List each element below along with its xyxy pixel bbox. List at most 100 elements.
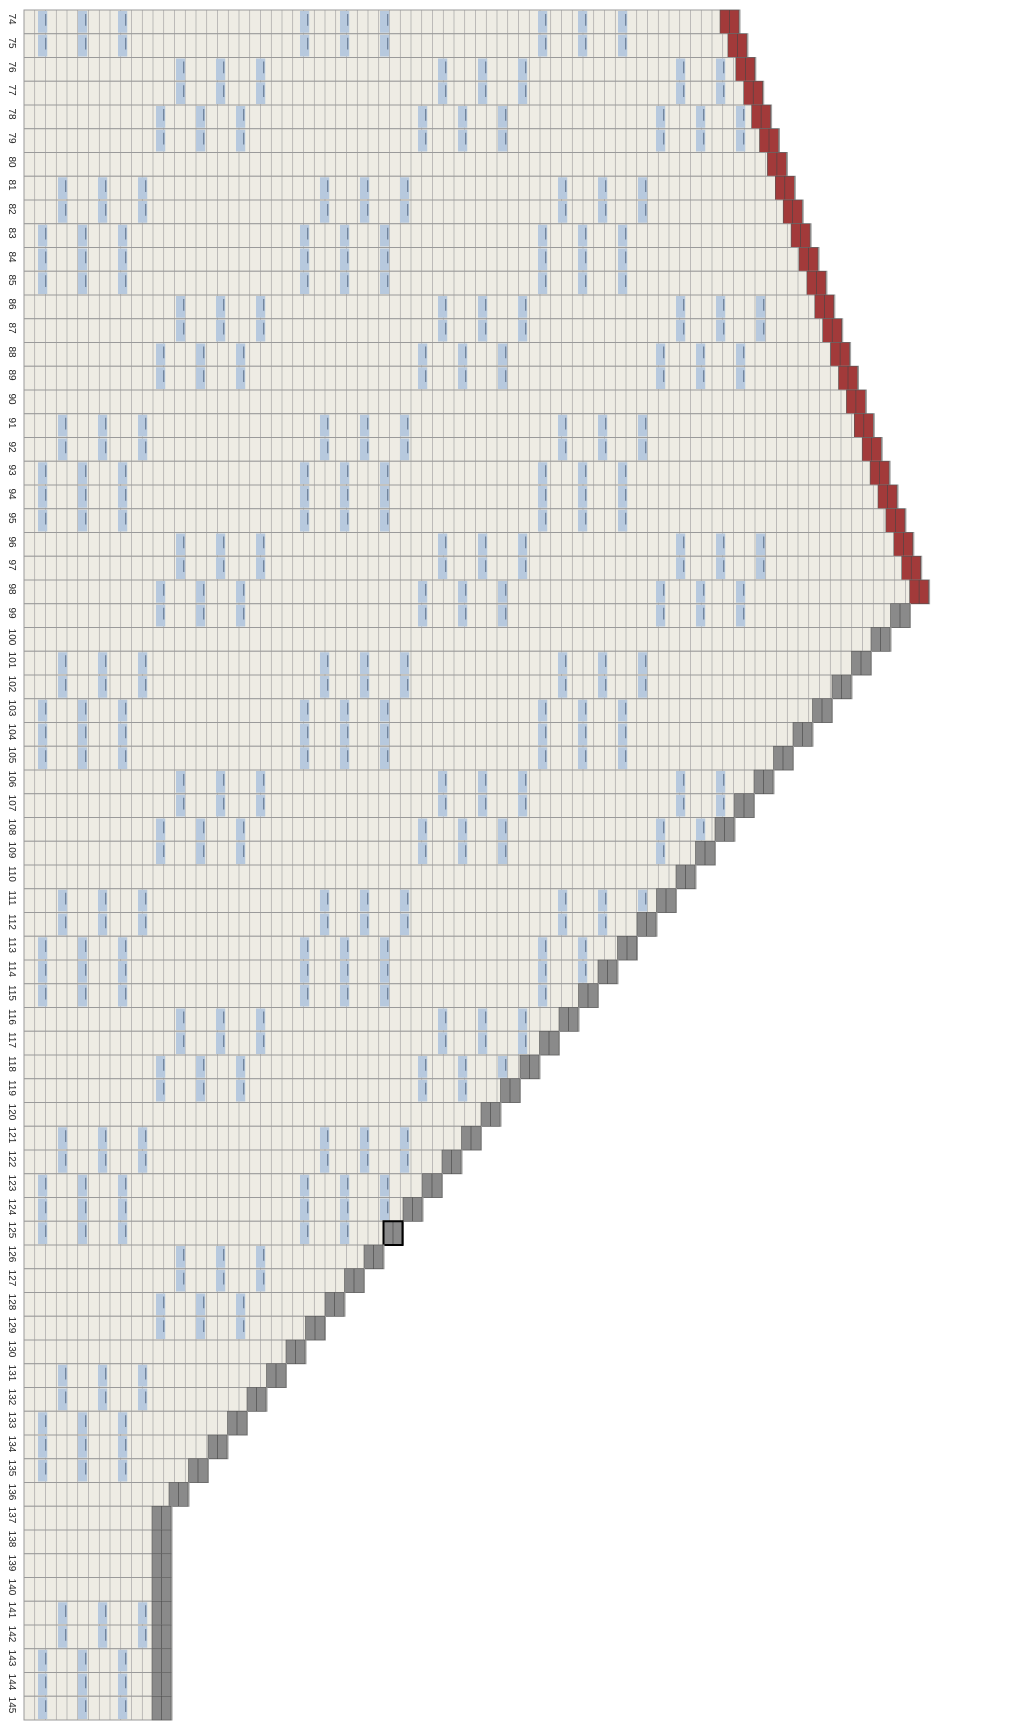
pattern-float[interactable] — [118, 1174, 128, 1197]
pattern-float[interactable] — [360, 1127, 370, 1149]
pattern-float[interactable] — [118, 34, 128, 57]
pattern-float[interactable] — [418, 367, 428, 389]
pattern-float[interactable] — [216, 82, 226, 104]
pattern-float[interactable] — [578, 486, 588, 508]
pattern-float[interactable] — [380, 248, 390, 271]
grid-row-108[interactable] — [23, 817, 736, 842]
grid-row-99[interactable] — [23, 603, 911, 628]
pattern-float[interactable] — [656, 842, 666, 864]
pattern-float[interactable] — [156, 106, 166, 128]
pattern-float[interactable] — [58, 1626, 68, 1648]
pattern-float[interactable] — [58, 676, 68, 698]
pattern-float[interactable] — [98, 1388, 108, 1411]
pattern-float[interactable] — [216, 794, 226, 817]
pattern-float[interactable] — [58, 1127, 68, 1149]
pattern-float[interactable] — [438, 1008, 448, 1031]
pattern-float[interactable] — [598, 889, 608, 912]
pattern-float[interactable] — [618, 747, 628, 769]
pattern-float[interactable] — [320, 652, 330, 674]
pattern-float[interactable] — [458, 842, 468, 864]
grid-row-100[interactable] — [23, 627, 892, 652]
pattern-float[interactable] — [196, 818, 206, 841]
pattern-float[interactable] — [458, 1079, 468, 1102]
pattern-float[interactable] — [676, 771, 686, 793]
pattern-float[interactable] — [578, 272, 588, 294]
pattern-float[interactable] — [458, 106, 468, 128]
pattern-float[interactable] — [656, 106, 666, 128]
pattern-float[interactable] — [716, 533, 726, 556]
pattern-float[interactable] — [320, 438, 330, 461]
pattern-float[interactable] — [518, 1008, 528, 1031]
pattern-float[interactable] — [78, 937, 88, 959]
grid-row-132[interactable] — [23, 1387, 268, 1412]
pattern-float[interactable] — [478, 771, 488, 793]
pattern-float[interactable] — [176, 1269, 186, 1292]
grid-row-81[interactable] — [23, 175, 796, 201]
pattern-float[interactable] — [340, 462, 350, 484]
grid-row-91[interactable] — [23, 413, 875, 438]
pattern-float[interactable] — [256, 557, 266, 579]
pattern-float[interactable] — [340, 961, 350, 983]
grid-row-85[interactable] — [23, 270, 828, 296]
pattern-float[interactable] — [380, 1174, 390, 1197]
pattern-float[interactable] — [196, 604, 206, 627]
pattern-float[interactable] — [98, 177, 108, 199]
pattern-float[interactable] — [340, 272, 350, 294]
pattern-float[interactable] — [696, 818, 706, 841]
pattern-float[interactable] — [236, 1293, 246, 1316]
pattern-float[interactable] — [216, 296, 226, 318]
pattern-float[interactable] — [578, 937, 588, 959]
pattern-float[interactable] — [340, 937, 350, 959]
pattern-float[interactable] — [118, 224, 128, 247]
pattern-float[interactable] — [156, 367, 166, 389]
pattern-float[interactable] — [236, 1056, 246, 1078]
pattern-float[interactable] — [98, 1626, 108, 1648]
grid-row-107[interactable] — [23, 793, 755, 818]
pattern-float[interactable] — [598, 913, 608, 936]
pattern-float[interactable] — [78, 272, 88, 294]
pattern-float[interactable] — [156, 604, 166, 627]
pattern-float[interactable] — [38, 1174, 48, 1197]
grid-row-145[interactable] — [23, 1695, 173, 1721]
pattern-float[interactable] — [340, 509, 350, 532]
pattern-float[interactable] — [458, 818, 468, 841]
pattern-float[interactable] — [138, 201, 148, 223]
grid-row-134[interactable] — [23, 1434, 229, 1460]
pattern-float[interactable] — [400, 676, 410, 698]
pattern-float[interactable] — [696, 129, 706, 152]
grid-row-74[interactable] — [23, 9, 741, 35]
pattern-float[interactable] — [58, 1602, 68, 1624]
pattern-float[interactable] — [618, 272, 628, 294]
pattern-float[interactable] — [538, 486, 548, 508]
pattern-float[interactable] — [98, 1364, 108, 1387]
pattern-float[interactable] — [458, 604, 468, 627]
pattern-float[interactable] — [598, 652, 608, 674]
pattern-float[interactable] — [340, 11, 350, 33]
pattern-float[interactable] — [98, 1602, 108, 1624]
pattern-float[interactable] — [478, 1008, 488, 1031]
pattern-float[interactable] — [300, 937, 310, 959]
pattern-float[interactable] — [176, 533, 186, 556]
pattern-float[interactable] — [538, 224, 548, 247]
grid-row-123[interactable] — [23, 1173, 443, 1198]
pattern-float[interactable] — [118, 937, 128, 959]
grid-row-114[interactable] — [23, 959, 619, 985]
pattern-float[interactable] — [498, 129, 508, 152]
pattern-float[interactable] — [256, 58, 266, 81]
pattern-float[interactable] — [98, 1127, 108, 1149]
pattern-float[interactable] — [578, 462, 588, 484]
pattern-float[interactable] — [236, 842, 246, 864]
grid-row-122[interactable] — [23, 1149, 463, 1175]
pattern-float[interactable] — [400, 913, 410, 936]
pattern-float[interactable] — [696, 343, 706, 366]
pattern-float[interactable] — [300, 984, 310, 1007]
pattern-float[interactable] — [458, 343, 468, 366]
grid-row-120[interactable] — [23, 1102, 502, 1127]
pattern-float[interactable] — [438, 58, 448, 81]
pattern-float[interactable] — [38, 1198, 48, 1221]
pattern-float[interactable] — [656, 343, 666, 366]
pattern-float[interactable] — [578, 224, 588, 247]
pattern-float[interactable] — [118, 1673, 128, 1696]
pattern-float[interactable] — [360, 676, 370, 698]
pattern-float[interactable] — [138, 889, 148, 912]
